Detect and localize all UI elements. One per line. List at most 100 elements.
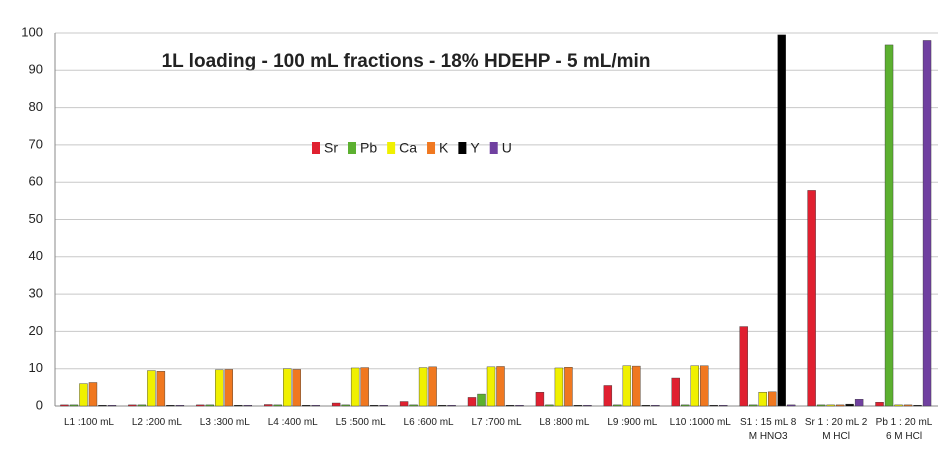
y-tick-label: 60 [29, 174, 43, 189]
bar [292, 369, 301, 407]
bar [79, 383, 88, 407]
y-tick-label: 0 [36, 397, 43, 412]
y-tick-label: 80 [29, 99, 43, 114]
x-tick-label: S1 : 15 mL 8 M HNO3 [740, 417, 797, 442]
bar [302, 405, 311, 407]
bar [875, 402, 884, 407]
x-tick-label: L8 :800 mL [539, 417, 590, 428]
bar [428, 366, 437, 407]
legend-swatch [489, 142, 498, 154]
bar [632, 365, 641, 407]
legend-label: Y [470, 140, 480, 156]
x-tick-label: L5 :500 mL [335, 417, 386, 428]
legend-swatch [348, 142, 356, 154]
legend-label: Ca [399, 140, 417, 156]
bar [166, 405, 175, 407]
legend-label: K [439, 140, 449, 156]
bar [739, 326, 748, 407]
bar [243, 405, 253, 407]
bar [913, 405, 922, 407]
legend-swatch [387, 142, 396, 154]
x-tick-label: L3 :300 mL [199, 417, 250, 428]
bar [418, 367, 428, 407]
bar [641, 405, 651, 407]
x-tick-label: Pb 1 : 20 mL 6 M HCl [875, 417, 933, 442]
bar [826, 404, 835, 407]
x-tick-label: L9 :900 mL [607, 417, 658, 428]
y-tick-label: 10 [29, 360, 43, 375]
bar [205, 404, 215, 407]
bar [467, 397, 477, 407]
bar [515, 405, 524, 407]
bar [409, 404, 418, 407]
legend-swatch [427, 142, 436, 154]
bar [603, 385, 613, 407]
legend-label: Pb [360, 140, 377, 156]
bar [583, 405, 592, 407]
bar [224, 369, 234, 407]
bar [535, 391, 545, 407]
bar [903, 404, 913, 407]
bar [196, 404, 205, 407]
bar [573, 405, 583, 407]
x-tick-label: L1 :100 mL [63, 417, 114, 428]
legend-label: U [502, 140, 512, 156]
bar [651, 405, 660, 407]
bar [69, 404, 79, 407]
legend-swatch [458, 142, 467, 154]
bar [234, 405, 243, 407]
legend-swatch [312, 142, 320, 154]
bar [748, 404, 758, 407]
bar [767, 391, 777, 407]
bar [681, 404, 690, 407]
bar [816, 404, 826, 407]
bar [922, 40, 932, 407]
bar [215, 369, 224, 407]
y-tick-label: 40 [29, 248, 43, 263]
bar [399, 401, 409, 407]
bar [671, 377, 680, 407]
bar [807, 190, 816, 407]
bar [786, 404, 796, 407]
bar [884, 44, 894, 407]
chart-title: 1L loading - 100 mL fractions - 18% HDEH… [162, 51, 651, 72]
y-tick-label: 50 [29, 211, 43, 226]
bar [835, 404, 845, 407]
bar [341, 404, 350, 407]
bar [777, 34, 786, 407]
bar [477, 393, 486, 407]
legend-label: Sr [324, 140, 338, 156]
y-tick-label: 70 [29, 136, 43, 151]
bar [360, 367, 369, 407]
bar [98, 405, 107, 407]
bar [147, 370, 156, 407]
bar [447, 405, 456, 407]
bar [505, 405, 515, 407]
bar [486, 366, 496, 407]
bar [437, 405, 447, 407]
y-tick-label: 90 [29, 62, 43, 77]
bar [564, 367, 573, 407]
bar [845, 403, 854, 407]
bar [331, 402, 341, 407]
bar [273, 404, 282, 407]
bar [854, 399, 864, 407]
bar [690, 365, 699, 407]
y-tick-label: 100 [21, 24, 43, 39]
bar [719, 405, 728, 407]
bar [700, 365, 709, 407]
y-tick-label: 30 [29, 286, 43, 301]
bar [128, 404, 137, 407]
y-tick-label: 20 [29, 323, 43, 338]
bar [545, 404, 554, 407]
bar [60, 404, 69, 407]
bar [264, 404, 273, 407]
bar [894, 404, 903, 407]
x-tick-label: L2 :200 mL [131, 417, 182, 428]
x-tick-label: L4 :400 mL [267, 417, 318, 428]
bar [88, 382, 98, 407]
bar [613, 404, 622, 407]
bar [369, 405, 379, 407]
